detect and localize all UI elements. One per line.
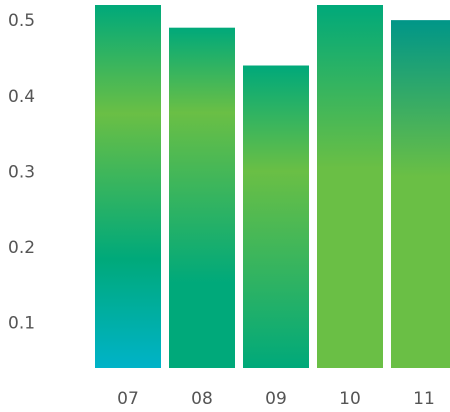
bar-09 bbox=[243, 65, 309, 368]
x-tick-label: 07 bbox=[117, 389, 139, 409]
x-tick-label: 08 bbox=[191, 389, 213, 409]
x-tick-label: 09 bbox=[265, 389, 287, 409]
y-tick-label: 0.3 bbox=[8, 162, 35, 182]
bars-group bbox=[95, 5, 450, 368]
bar-11 bbox=[391, 20, 450, 368]
bar-07 bbox=[95, 5, 161, 368]
y-tick-label: 0.2 bbox=[8, 238, 35, 258]
x-axis-ticks: 07 08 09 10 11 bbox=[117, 389, 435, 409]
bar-10 bbox=[317, 5, 383, 368]
y-tick-label: 0.1 bbox=[8, 314, 35, 334]
y-tick-label: 0.5 bbox=[8, 11, 35, 31]
bar-08 bbox=[169, 27, 235, 368]
x-tick-label: 11 bbox=[413, 389, 435, 409]
x-tick-label: 10 bbox=[339, 389, 361, 409]
y-tick-label: 0.4 bbox=[8, 87, 35, 107]
y-axis-ticks: 0.1 0.2 0.3 0.4 0.5 bbox=[8, 11, 35, 334]
